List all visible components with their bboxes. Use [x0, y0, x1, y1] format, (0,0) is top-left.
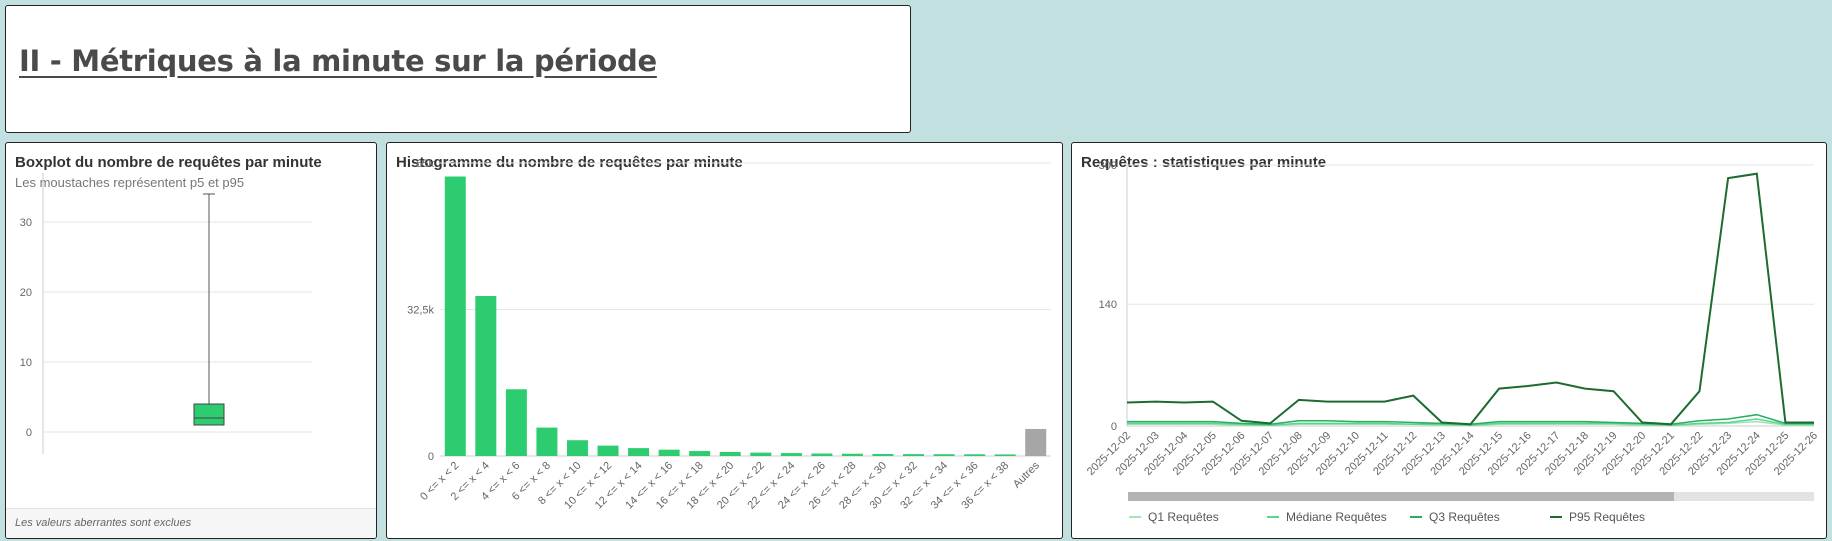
boxplot-box [193, 403, 225, 426]
stats-y-tick-label: 140 [1099, 299, 1117, 311]
stats-y-tick-label: 300 [1099, 160, 1117, 172]
stats-title: Requêtes : statistiques par minute [1081, 154, 1327, 171]
histogram-bar [628, 448, 650, 456]
boxplot-card: Boxplot du nombre de requêtes par minute… [5, 142, 377, 539]
boxplot-subtitle: Les moustaches représentent p5 et p95 [15, 175, 245, 190]
section-header: II - Métriques à la minute sur la périod… [5, 5, 911, 133]
boxplot-y-tick-label: 20 [20, 287, 32, 299]
histogram-x-tick-label: Autres [1011, 459, 1042, 490]
boxplot-y-tick-label: 30 [20, 217, 32, 229]
histogram-y-tick-label: 32,5k [407, 305, 434, 317]
boxplot-y-tick-label: 10 [20, 357, 32, 369]
stats-legend-label: Q1 Requêtes [1148, 510, 1219, 524]
stats-legend-label: Médiane Requêtes [1286, 510, 1387, 524]
stats-series-line [1126, 172, 1814, 426]
histogram-bar [780, 453, 802, 456]
histogram-bar [719, 451, 741, 456]
boxplot-chart[interactable]: 0 10 20 30 [6, 143, 377, 539]
stats-card: Requêtes : statistiques par minute 0 140 3… [1071, 142, 1827, 539]
stats-range-selection [1128, 492, 1674, 501]
histogram-bar [1025, 428, 1047, 456]
histogram-bar [566, 440, 588, 456]
histogram-bar [811, 453, 833, 456]
stats-chart[interactable]: 01403002025-12-022025-12-032025-12-04202… [1072, 143, 1827, 539]
histogram-bar [536, 427, 558, 456]
stats-legend-label: Q3 Requêtes [1429, 510, 1500, 524]
histogram-card: Histogramme du nombre de requêtes par mi… [386, 142, 1063, 539]
histogram-bar [597, 445, 619, 456]
histogram-bar [872, 453, 894, 456]
histogram-bar [750, 452, 772, 456]
histogram-bar [505, 389, 527, 456]
histogram-bar [841, 453, 863, 456]
histogram-bar [903, 454, 925, 456]
histogram-y-tick-label: 0 [428, 451, 434, 463]
boxplot-title: Boxplot du nombre de requêtes par minute [15, 154, 322, 171]
histogram-bar [994, 454, 1016, 456]
stats-y-tick-label: 0 [1111, 421, 1117, 433]
section-title: II - Métriques à la minute sur la périod… [19, 44, 657, 78]
histogram-bar [444, 176, 466, 456]
stats-legend-label: P95 Requêtes [1569, 510, 1645, 524]
histogram-y-tick-label: 65k [416, 158, 434, 170]
boxplot-footer: Les valeurs aberrantes sont exclues [6, 508, 376, 538]
histogram-bar [964, 454, 986, 456]
histogram-bar [475, 295, 497, 456]
histogram-bar [658, 449, 680, 456]
histogram-bar [689, 451, 711, 456]
histogram-bar [933, 454, 955, 456]
boxplot-y-tick-label: 0 [26, 427, 32, 439]
